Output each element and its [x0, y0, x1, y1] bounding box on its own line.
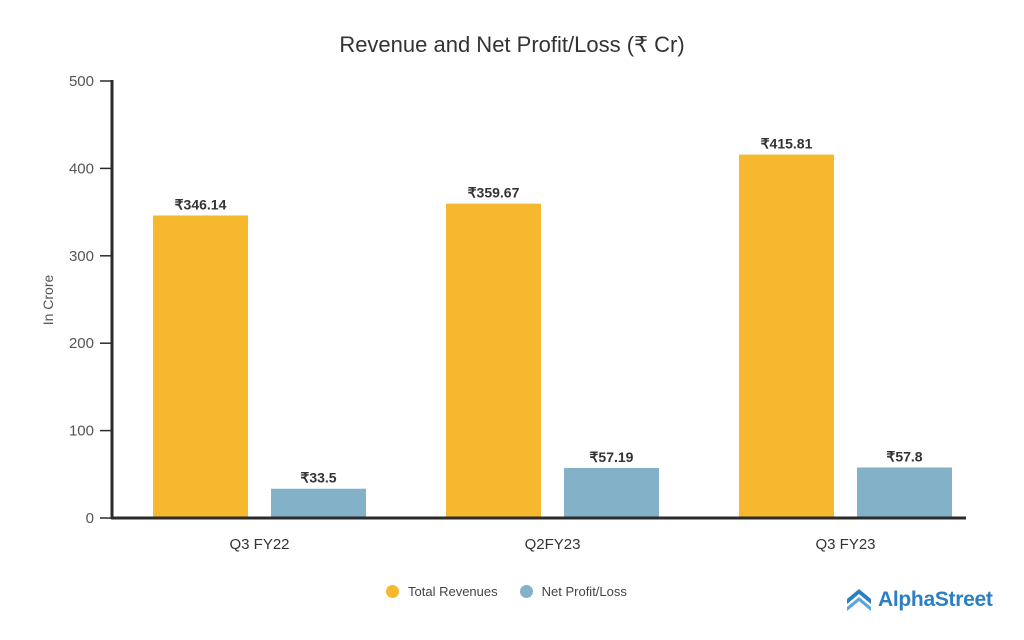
bar-net-profit-loss — [857, 467, 952, 518]
y-tick-label: 500 — [69, 73, 94, 90]
x-category-label: Q2FY23 — [525, 536, 581, 553]
y-tick-label: 0 — [86, 510, 94, 527]
y-axis-title: In Crore — [40, 275, 56, 326]
legend-item-net-profit-loss: Net Profit/Loss — [519, 584, 627, 599]
x-category-label: Q3 FY22 — [229, 536, 289, 553]
alphastreet-chevron-icon — [847, 589, 871, 611]
legend-item-total-revenues: Total Revenues — [386, 584, 498, 599]
legend: Total Revenues Net Profit/Loss — [386, 584, 649, 599]
data-label: ₹415.81 — [761, 136, 813, 152]
data-labels: ₹346.14 ₹33.5 ₹359.67 ₹57.19 ₹415.81 ₹57.8 — [175, 136, 923, 486]
legend-label-total-revenues: Total Revenues — [408, 584, 498, 599]
bars — [153, 154, 952, 518]
alphastreet-logo: AlphaStreet — [846, 588, 993, 612]
y-axis-ticks: 0 100 200 300 400 500 — [69, 73, 112, 527]
y-tick-label: 200 — [69, 335, 94, 352]
data-label: ₹33.5 — [300, 470, 336, 486]
chart-title: Revenue and Net Profit/Loss (₹ Cr) — [339, 32, 684, 57]
category-labels: Q3 FY22 Q2FY23 Q3 FY23 — [229, 536, 875, 553]
x-category-label: Q3 FY23 — [815, 536, 875, 553]
data-label: ₹57.19 — [590, 449, 634, 465]
legend-label-net-profit-loss: Net Profit/Loss — [541, 584, 627, 599]
legend-swatch-total-revenues — [386, 585, 399, 598]
bar-net-profit-loss — [271, 488, 366, 518]
bar-total-revenues — [153, 215, 248, 518]
data-label: ₹359.67 — [468, 185, 520, 201]
y-tick-label: 400 — [69, 160, 94, 177]
legend-swatch-net-profit-loss — [519, 585, 533, 598]
y-tick-label: 100 — [69, 423, 94, 440]
y-tick-label: 300 — [69, 248, 94, 265]
bar-net-profit-loss — [564, 468, 659, 518]
bar-total-revenues — [739, 154, 834, 518]
data-label: ₹57.8 — [886, 448, 922, 464]
data-label: ₹346.14 — [175, 196, 227, 212]
bar-total-revenues — [446, 203, 541, 518]
alphastreet-logo-text: AlphaStreet — [878, 588, 993, 611]
